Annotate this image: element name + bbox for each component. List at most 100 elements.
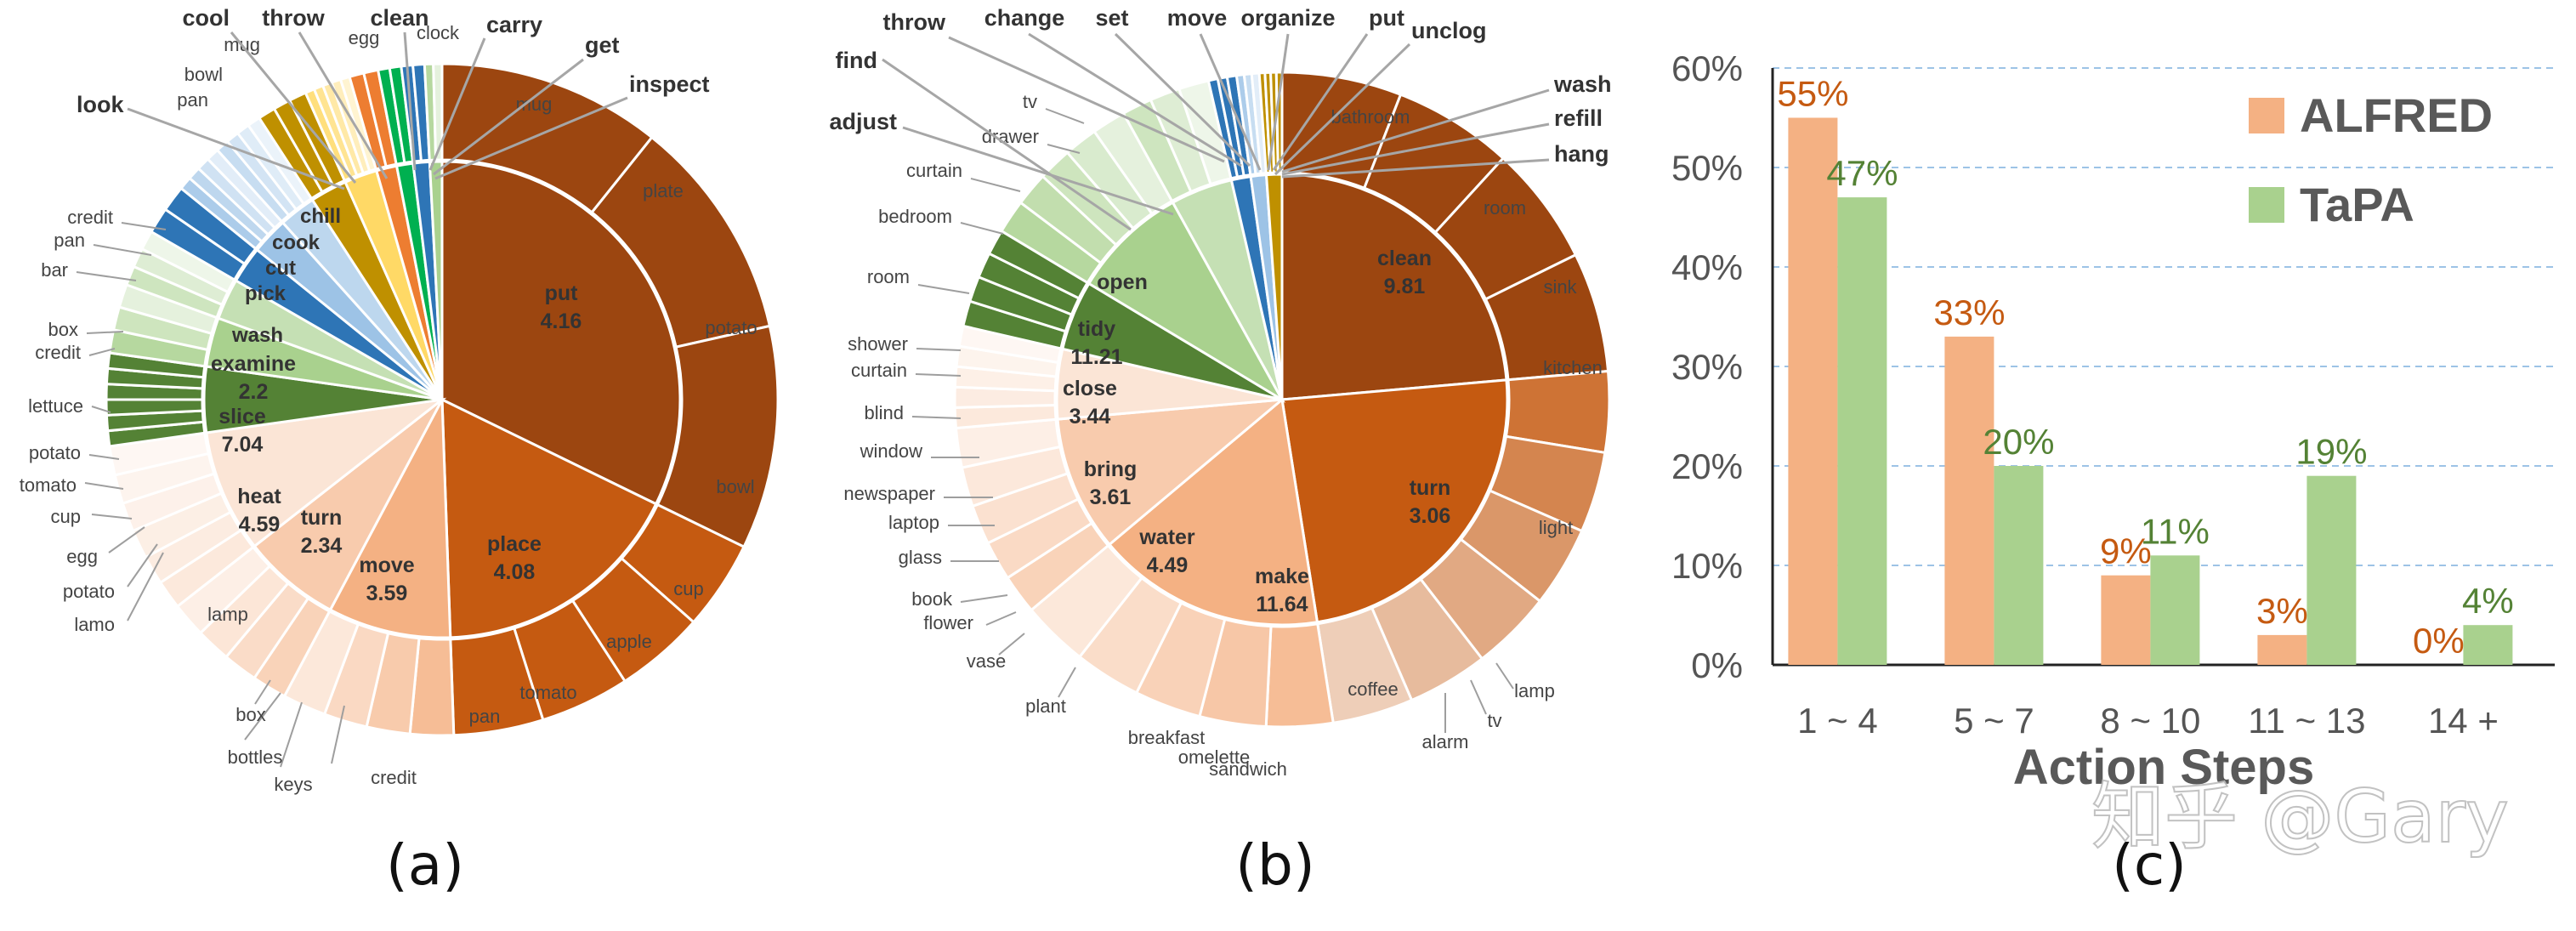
- outer-label-kitchen: kitchen: [1543, 357, 1603, 378]
- callout-label-organize: organize: [1240, 5, 1335, 31]
- inner-value-clean: 9.81: [1384, 275, 1426, 298]
- leader-line: [108, 526, 145, 553]
- outer-segment: [432, 62, 444, 162]
- outer-label-light: light: [1539, 517, 1573, 538]
- callout-label-throw: throw: [262, 5, 325, 31]
- inner-label-cook: cook: [272, 231, 321, 254]
- callout-line: [127, 107, 345, 190]
- inner-value-place: 4.08: [494, 560, 536, 584]
- callout-label-put: put: [1369, 5, 1404, 31]
- inner-label-heat: heat: [237, 485, 281, 508]
- bar-tapa: [1837, 197, 1887, 666]
- data-label-tapa: 47%: [1826, 153, 1898, 193]
- leader-line: [76, 271, 137, 281]
- inner-label-put: put: [545, 281, 579, 305]
- outer-label-cup: cup: [51, 506, 81, 527]
- outer-label-bedroom: bedroom: [878, 206, 952, 227]
- callout-label-inspect: inspect: [629, 71, 710, 97]
- inner-wedge-minor-16: [428, 160, 444, 400]
- legend-swatch-alfred: [2249, 98, 2284, 133]
- legend-label-alfred: ALFRED: [2300, 88, 2493, 142]
- inner-value-move: 3.59: [366, 582, 408, 605]
- outer-label-tomato: tomato: [519, 682, 576, 703]
- leader-line: [1495, 662, 1514, 690]
- outer-label-drawer: drawer: [982, 126, 1039, 147]
- outer-label-tomato: tomato: [20, 474, 77, 496]
- callout-line: [230, 31, 357, 184]
- legend-swatch-tapa: [2249, 187, 2284, 223]
- inner-label-open: open: [1097, 270, 1148, 294]
- inner-label-clean: clean: [1377, 247, 1432, 270]
- outer-label-newspaper: newspaper: [843, 483, 935, 504]
- outer-label-blind: blind: [865, 402, 904, 423]
- outer-label-egg: egg: [66, 546, 98, 567]
- callout-label-look: look: [77, 92, 124, 117]
- leader-line: [916, 348, 962, 351]
- callout-label-wash: wash: [1553, 71, 1612, 97]
- leader-line: [88, 454, 120, 460]
- x-tick-label: 14 +: [2428, 701, 2499, 741]
- y-tick-label: 40%: [1671, 247, 1743, 287]
- callout-line: [1281, 158, 1550, 179]
- inner-label-wash: wash: [231, 324, 283, 347]
- inner-label-tidy: tidy: [1078, 317, 1116, 341]
- leader-line: [970, 178, 1021, 192]
- inner-wedge-turn: [252, 398, 444, 612]
- bar-alfred: [2257, 634, 2307, 665]
- inner-wedge-clean: [1280, 173, 1508, 401]
- leader-line: [84, 482, 124, 490]
- callout-label-throw: throw: [883, 9, 946, 35]
- leader-line: [280, 701, 303, 768]
- panel-label-a: (a): [386, 832, 464, 898]
- callout-line: [433, 58, 584, 176]
- y-tick-label: 60%: [1671, 48, 1743, 88]
- y-tick-label: 30%: [1671, 347, 1743, 387]
- data-label-alfred: 3%: [2256, 591, 2308, 631]
- inner-label-turn: turn: [301, 506, 343, 530]
- callout-line: [1267, 33, 1290, 171]
- outer-label-flower: flower: [923, 612, 973, 633]
- callout-label-clean: clean: [370, 5, 428, 31]
- inner-value-slice: 7.04: [222, 433, 264, 457]
- outer-label-potato: potato: [705, 317, 757, 338]
- outer-label-vase: vase: [967, 650, 1006, 672]
- leader-line: [331, 705, 345, 764]
- inner-wedge-put: [440, 160, 682, 506]
- callout-label-unclog: unclog: [1411, 18, 1487, 43]
- callout-label-hang: hang: [1554, 141, 1609, 167]
- inner-value-put: 4.16: [541, 309, 582, 333]
- outer-label-pan: pan: [54, 230, 85, 251]
- outer-label-lettuce: lettuce: [28, 395, 83, 417]
- outer-label-window: window: [860, 440, 922, 462]
- outer-label-apple: apple: [606, 631, 652, 652]
- y-tick-label: 10%: [1671, 546, 1743, 586]
- bar-alfred: [1944, 336, 1994, 665]
- inner-label-make: make: [1255, 565, 1309, 588]
- pie-chart-b: clean 9.81 turn 3.06 make 11.64 water 4.49 bring…: [829, 5, 1611, 780]
- inner-wedge-minor-10: [1264, 173, 1284, 400]
- outer-label-credit: credit: [371, 767, 417, 788]
- outer-label-box: box: [48, 319, 78, 340]
- callout-line: [1199, 33, 1262, 171]
- data-label-tapa: 20%: [1983, 422, 2054, 462]
- inner-value-tidy: 11.21: [1070, 345, 1122, 369]
- outer-label-tv: tv: [1023, 91, 1037, 112]
- callout-line: [434, 96, 628, 180]
- y-tick-label: 20%: [1671, 446, 1743, 486]
- leader-line: [1045, 108, 1085, 124]
- x-tick-label: 5 ~ 7: [1954, 701, 2034, 741]
- outer-label-potato: potato: [63, 581, 115, 602]
- outer-label-room: room: [867, 266, 910, 287]
- leader-line: [127, 552, 164, 622]
- callout-label-adjust: adjust: [829, 109, 897, 134]
- inner-wedge-turn: [1280, 378, 1509, 624]
- callout-line: [1272, 33, 1369, 171]
- callout-line: [428, 37, 486, 171]
- data-label-tapa: 19%: [2295, 432, 2367, 472]
- outer-label-credit: credit: [67, 207, 113, 228]
- leader-line: [91, 514, 133, 519]
- leader-line: [93, 244, 152, 256]
- x-axis-title: Action Steps: [2013, 740, 2315, 795]
- data-label-alfred: 0%: [2413, 621, 2465, 661]
